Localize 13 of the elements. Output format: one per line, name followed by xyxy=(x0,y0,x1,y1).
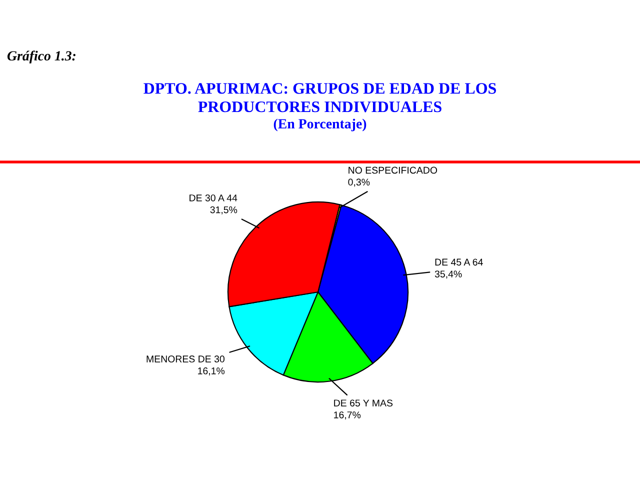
chart-subtitle: (En Porcentaje) xyxy=(274,118,366,132)
slice-label: DE 30 A 44 xyxy=(190,194,238,202)
data-label: 16,1% xyxy=(198,367,225,376)
data-label: 0,3% xyxy=(348,178,370,187)
slice-label: NO ESPECIFICADO xyxy=(348,166,438,174)
chart-title: DPTO. APURIMAC: GRUPOS DE EDAD DE LOS PRODUCTORES INDIVIDUALES xyxy=(144,83,496,112)
slice-label: MENORES DE 30 xyxy=(146,356,224,362)
data-label: 31,5% xyxy=(210,206,238,214)
text: Gráfico 1.3: xyxy=(7,50,76,64)
data-label: 16,7% xyxy=(334,411,361,420)
data-label: 35,4% xyxy=(434,270,462,279)
slice-label: DE 45 A 64 xyxy=(435,258,483,266)
slice-label: DE 65 Y MAS xyxy=(334,400,393,406)
